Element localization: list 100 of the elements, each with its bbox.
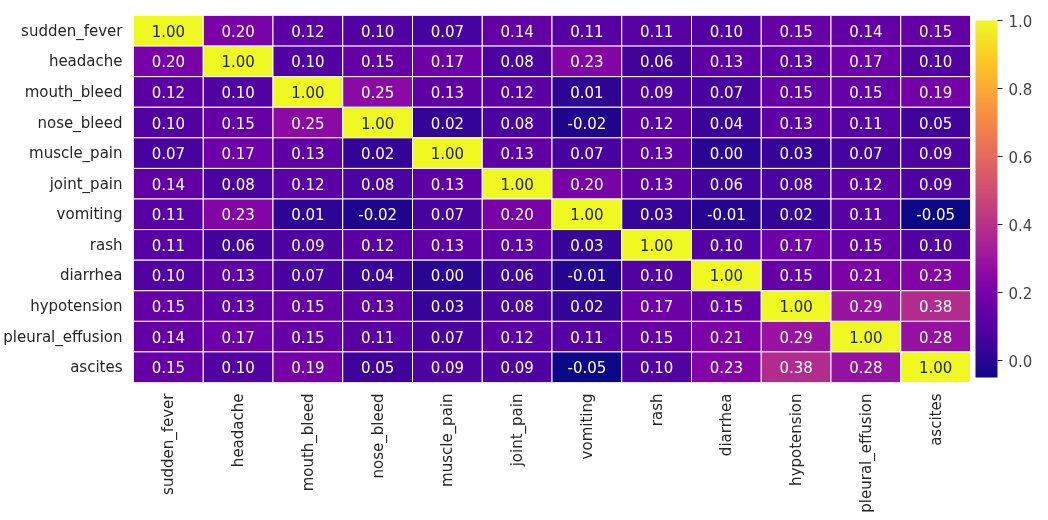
data-label: 0.19 xyxy=(918,83,953,102)
data-label: 0.10 xyxy=(360,22,395,41)
y-tick-label: diarrhea xyxy=(59,266,123,285)
data-label: 0.01 xyxy=(291,206,325,225)
data-label: 0.07 xyxy=(151,145,186,164)
data-label: 0.08 xyxy=(360,175,395,194)
data-label: 0.17 xyxy=(430,53,465,72)
color-bar-label: 0.0 xyxy=(1008,352,1033,371)
data-label: -0.05 xyxy=(567,359,607,378)
data-label: 0.10 xyxy=(709,236,744,255)
y-tick-label: hypotension xyxy=(30,297,123,316)
data-label: 0.06 xyxy=(500,267,534,286)
data-label: 0.13 xyxy=(430,83,465,102)
data-label: 0.21 xyxy=(709,328,744,347)
data-label: 0.15 xyxy=(918,22,953,41)
data-label: 0.07 xyxy=(430,22,465,41)
data-label: 0.20 xyxy=(221,22,255,41)
y-tick-label: ascites xyxy=(70,358,123,377)
y-tick-label: muscle_pain xyxy=(29,144,123,164)
data-label: 0.11 xyxy=(849,206,883,225)
x-tick-label: diarrhea xyxy=(717,393,736,457)
data-label: 0.23 xyxy=(221,206,255,225)
data-label: 0.10 xyxy=(639,359,674,378)
data-label: 0.15 xyxy=(779,22,813,41)
data-label: 0.09 xyxy=(918,145,953,164)
data-label: 0.15 xyxy=(779,83,813,102)
data-label: 1.00 xyxy=(430,145,465,164)
data-label: 0.00 xyxy=(709,145,744,164)
data-label: 0.03 xyxy=(570,236,604,255)
data-label: 0.05 xyxy=(360,359,395,378)
data-label: 0.13 xyxy=(291,145,325,164)
data-label: 0.10 xyxy=(151,267,186,286)
data-label: 0.13 xyxy=(639,145,674,164)
data-label: 0.23 xyxy=(709,359,744,378)
data-label: 0.10 xyxy=(918,236,953,255)
data-label: 0.08 xyxy=(500,114,534,133)
data-label: 0.11 xyxy=(360,328,395,347)
y-tick-label: sudden_fever xyxy=(21,21,124,41)
data-label: 0.10 xyxy=(151,114,186,133)
data-label: 0.15 xyxy=(151,298,186,317)
data-label: 0.09 xyxy=(639,83,674,102)
data-label: 0.15 xyxy=(360,53,395,72)
data-label: 0.02 xyxy=(779,206,813,225)
x-tick-label: muscle_pain xyxy=(438,393,458,487)
data-label: 0.15 xyxy=(291,298,325,317)
data-label: 0.07 xyxy=(849,145,883,164)
data-label: 0.38 xyxy=(918,298,953,317)
y-tick-label: vomiting xyxy=(56,205,123,224)
data-label: 0.02 xyxy=(430,114,465,133)
x-tick-label: headache xyxy=(229,393,248,468)
data-label: 0.17 xyxy=(221,328,255,347)
data-label: 1.00 xyxy=(639,236,674,255)
data-label: 0.06 xyxy=(639,53,674,72)
data-label: 1.00 xyxy=(221,53,255,72)
x-tick-label: vomiting xyxy=(577,393,596,460)
data-label: 0.14 xyxy=(500,22,534,41)
data-label: 1.00 xyxy=(918,359,953,378)
data-label: 0.11 xyxy=(639,22,674,41)
data-label: 0.13 xyxy=(779,53,813,72)
data-label: 0.03 xyxy=(779,145,813,164)
data-label: 0.17 xyxy=(779,236,813,255)
color-bar-label: 0.4 xyxy=(1008,216,1033,235)
data-label: 0.08 xyxy=(500,298,534,317)
data-label: 0.12 xyxy=(291,22,325,41)
color-bar-label: 1.0 xyxy=(1008,12,1033,31)
y-tick-label: joint_pain xyxy=(48,174,123,194)
color-bar-label: 0.6 xyxy=(1008,148,1033,167)
data-label: 0.13 xyxy=(709,53,744,72)
data-label: 0.13 xyxy=(779,114,813,133)
x-tick-label: nose_bleed xyxy=(368,393,388,479)
data-label: 0.29 xyxy=(779,328,813,347)
data-label: 0.10 xyxy=(221,359,255,378)
data-label: 0.15 xyxy=(849,83,883,102)
x-tick-label: rash xyxy=(647,393,666,427)
y-tick-label: headache xyxy=(48,52,123,71)
data-label: -0.01 xyxy=(567,267,607,286)
data-label: 0.10 xyxy=(639,267,674,286)
data-label: 0.13 xyxy=(221,267,255,286)
data-label: 0.11 xyxy=(849,114,883,133)
data-label: 0.07 xyxy=(291,267,325,286)
data-label: 0.29 xyxy=(849,298,883,317)
data-label: 1.00 xyxy=(360,114,395,133)
x-tick-label: ascites xyxy=(926,393,945,446)
data-label: 0.06 xyxy=(221,236,255,255)
data-label: 0.07 xyxy=(709,83,744,102)
data-label: 0.15 xyxy=(291,328,325,347)
data-label: 0.17 xyxy=(639,298,674,317)
data-label: 0.07 xyxy=(570,145,604,164)
x-tick-label: mouth_bleed xyxy=(298,393,318,492)
data-label: 0.25 xyxy=(360,83,395,102)
data-label: 0.15 xyxy=(639,328,674,347)
data-label: 0.15 xyxy=(151,359,186,378)
data-label: 0.12 xyxy=(639,114,674,133)
data-label: 0.07 xyxy=(430,328,465,347)
data-label: 0.15 xyxy=(849,236,883,255)
data-label: -0.02 xyxy=(567,114,607,133)
data-label: 0.10 xyxy=(291,53,325,72)
data-label: 0.28 xyxy=(918,328,953,347)
data-label: -0.01 xyxy=(706,206,746,225)
data-label: 1.00 xyxy=(779,298,813,317)
